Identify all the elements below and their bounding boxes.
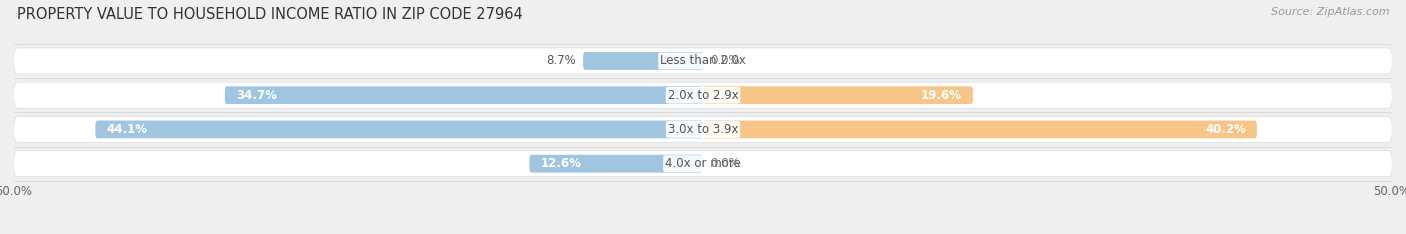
FancyBboxPatch shape: [530, 155, 703, 173]
Text: 0.0%: 0.0%: [710, 55, 740, 67]
Text: 3.0x to 3.9x: 3.0x to 3.9x: [668, 123, 738, 136]
Text: 12.6%: 12.6%: [540, 157, 581, 170]
Text: 4.0x or more: 4.0x or more: [665, 157, 741, 170]
Text: Less than 2.0x: Less than 2.0x: [659, 55, 747, 67]
Text: 0.0%: 0.0%: [710, 157, 740, 170]
Text: 8.7%: 8.7%: [547, 55, 576, 67]
FancyBboxPatch shape: [703, 86, 973, 104]
FancyBboxPatch shape: [14, 82, 1392, 108]
FancyBboxPatch shape: [583, 52, 703, 70]
Text: 34.7%: 34.7%: [236, 89, 277, 102]
FancyBboxPatch shape: [225, 86, 703, 104]
FancyBboxPatch shape: [14, 151, 1392, 177]
FancyBboxPatch shape: [14, 48, 1392, 74]
Text: 19.6%: 19.6%: [921, 89, 962, 102]
Text: 44.1%: 44.1%: [107, 123, 148, 136]
FancyBboxPatch shape: [703, 121, 1257, 138]
Text: Source: ZipAtlas.com: Source: ZipAtlas.com: [1271, 7, 1389, 17]
Text: 40.2%: 40.2%: [1205, 123, 1246, 136]
FancyBboxPatch shape: [96, 121, 703, 138]
FancyBboxPatch shape: [14, 117, 1392, 143]
Text: 2.0x to 2.9x: 2.0x to 2.9x: [668, 89, 738, 102]
Text: PROPERTY VALUE TO HOUSEHOLD INCOME RATIO IN ZIP CODE 27964: PROPERTY VALUE TO HOUSEHOLD INCOME RATIO…: [17, 7, 523, 22]
